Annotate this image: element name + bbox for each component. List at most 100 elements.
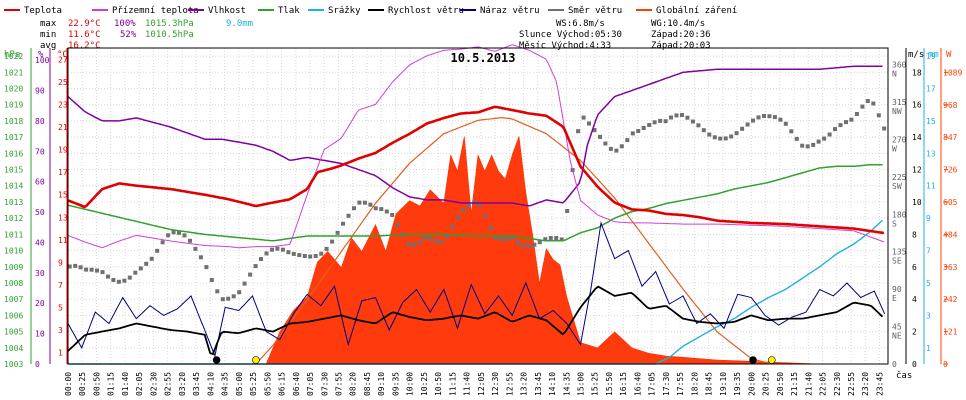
wind-direction-point: [559, 237, 564, 242]
time-tick-label: 23:45: [875, 372, 884, 396]
wind-direction-point: [324, 246, 329, 251]
wind-direction-point: [488, 225, 493, 230]
w-tick-label: 363: [943, 263, 958, 272]
c-tick-label: 25: [58, 78, 68, 87]
wind-direction-point: [751, 118, 755, 123]
min-hum: 52%: [120, 30, 137, 40]
pct-tick-label: 0: [35, 360, 40, 369]
wind-direction-point: [756, 115, 761, 120]
wind-direction-point: [849, 117, 854, 122]
wind-direction-point: [510, 235, 515, 240]
dir-tick-label: 360: [892, 61, 907, 70]
time-tick-label: 16:40: [633, 372, 642, 396]
w-tick-label: 726: [943, 166, 958, 175]
wind-direction-point: [587, 121, 591, 126]
pct-tick-label: 90: [35, 87, 45, 96]
dir-tick-label: 135: [892, 248, 907, 257]
time-tick-label: 07:05: [306, 372, 315, 396]
wind-direction-point: [816, 139, 821, 144]
wind-direction-point: [641, 126, 646, 130]
time-tick-label: 06:15: [278, 372, 287, 396]
avg-label: avg: [40, 41, 56, 51]
wind-direction-point: [297, 253, 302, 258]
wind-direction-point: [625, 138, 630, 143]
hpa-tick-label: 1008: [4, 279, 23, 288]
wind-direction-point: [592, 128, 597, 132]
wind-direction-point: [280, 247, 285, 252]
wind-direction-point: [603, 141, 608, 146]
wind-direction-point: [762, 114, 766, 118]
wind-direction-point: [483, 213, 488, 218]
pct-tick-label: 100: [35, 56, 50, 65]
wind-direction-point: [209, 278, 214, 282]
wind-direction-point: [116, 279, 121, 284]
wind-direction-point: [362, 200, 367, 205]
hpa-tick-label: 1020: [4, 85, 23, 94]
wind-direction-point: [450, 224, 455, 229]
c-tick-label: 7: [58, 281, 63, 290]
time-tick-label: 15:25: [591, 372, 600, 396]
pct-tick-label: 60: [35, 178, 45, 187]
c-tick-label: 21: [58, 123, 68, 132]
wind-direction-point: [838, 123, 843, 128]
mm-tick-label: 3: [926, 311, 931, 320]
time-tick-label: 17:30: [662, 372, 671, 396]
wind-direction-point: [434, 238, 438, 243]
wind-direction-point: [198, 255, 203, 260]
wind-direction-point: [406, 241, 411, 246]
time-tick-label: 15:50: [605, 372, 614, 396]
wind-direction-point: [67, 264, 72, 269]
time-tick-label: 04:10: [206, 372, 215, 396]
time-tick-label: 13:45: [534, 372, 543, 396]
time-tick-label: 01:15: [107, 372, 116, 396]
max-rain: 9.0mm: [226, 19, 253, 29]
wind-direction-point: [598, 134, 602, 139]
wind-direction-point: [270, 247, 274, 252]
time-tick-label: 05:00: [235, 372, 244, 396]
hpa-tick-label: 1018: [4, 117, 23, 126]
time-tick-label: 17:05: [648, 372, 657, 396]
wind-direction-point: [133, 270, 138, 275]
min-press: 1010.5hPa: [145, 30, 194, 40]
time-tick-label: 02:55: [164, 372, 173, 396]
wind-direction-point: [286, 250, 291, 255]
time-tick-label: 05:50: [263, 372, 272, 396]
c-tick-label: 17: [58, 168, 68, 177]
wind-direction-point: [106, 274, 110, 279]
wind-direction-point: [521, 243, 526, 248]
wind-direction-point: [516, 240, 520, 245]
dir-tick-label: 0: [892, 360, 897, 369]
wind-direction-point: [84, 267, 89, 272]
wind-direction-point: [417, 240, 422, 245]
wind-direction-point: [439, 240, 444, 244]
time-tick-label: 22:05: [819, 372, 828, 396]
sun-moon-marker: [749, 356, 757, 364]
time-tick-label: 07:30: [320, 372, 329, 396]
ms-tick-label: 4: [912, 295, 917, 304]
wind-direction-point: [73, 263, 78, 268]
wind-direction-point: [772, 115, 777, 120]
wind-direction-point: [723, 136, 728, 141]
hpa-tick-label: 1021: [4, 68, 23, 77]
min-temp: 11.6°C: [68, 30, 101, 40]
c-tick-label: 9: [58, 258, 63, 267]
wind-direction-point: [357, 200, 362, 205]
wind-direction-point: [526, 244, 531, 249]
wind-direction-point: [745, 122, 750, 127]
max-hum: 100%: [114, 19, 136, 29]
time-tick-label: 20:00: [747, 372, 756, 396]
sun-rise: Slunce Východ:05:30: [519, 30, 622, 40]
time-tick-label: 10:50: [434, 372, 443, 396]
wind-direction-point: [494, 236, 499, 241]
wind-direction-point: [499, 237, 504, 241]
hpa-tick-label: 1022: [4, 52, 23, 61]
wind-direction-point: [352, 206, 356, 211]
ms-axis-label: m/s: [908, 50, 924, 60]
wind-direction-point: [712, 135, 717, 140]
time-tick-label: 21:15: [790, 372, 799, 396]
max-label: max: [40, 19, 57, 29]
pct-tick-label: 30: [35, 269, 45, 278]
dir-tick-label: 45: [892, 323, 902, 332]
mm-tick-label: 11: [926, 182, 936, 191]
time-tick-label: 10:00: [406, 372, 415, 396]
